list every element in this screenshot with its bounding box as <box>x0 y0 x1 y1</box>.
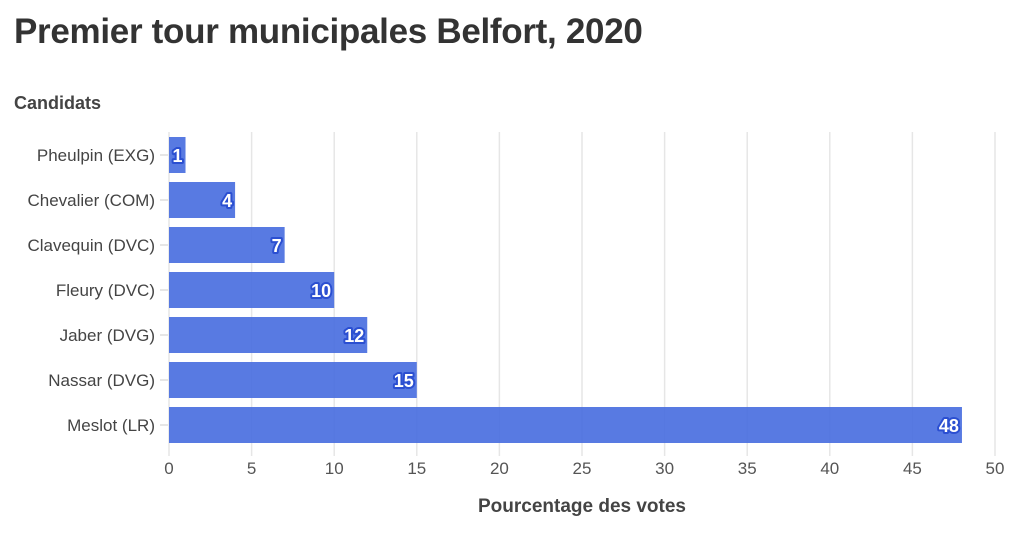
data-label: 12 <box>344 326 364 346</box>
bar <box>169 362 417 398</box>
data-label: 10 <box>311 281 331 301</box>
y-tick-label: Nassar (DVG) <box>48 371 155 390</box>
x-tick-label: 25 <box>573 459 592 478</box>
x-tick-label: 35 <box>738 459 757 478</box>
x-tick-label: 50 <box>986 459 1005 478</box>
bar <box>169 317 368 353</box>
bar <box>169 137 186 173</box>
x-tick-label: 30 <box>655 459 674 478</box>
y-axis-title: Candidats <box>14 93 101 113</box>
x-tick-label: 15 <box>407 459 426 478</box>
bar <box>169 182 236 218</box>
x-axis-title: Pourcentage des votes <box>478 496 686 517</box>
y-tick-label: Clavequin (DVC) <box>27 236 155 255</box>
bar <box>169 407 962 443</box>
data-label: 15 <box>394 371 414 391</box>
x-tick-label: 5 <box>247 459 256 478</box>
y-tick-label: Chevalier (COM) <box>27 191 155 210</box>
y-tick-label: Jaber (DVG) <box>60 326 155 345</box>
x-tick-label: 10 <box>325 459 344 478</box>
x-tick-label: 0 <box>164 459 173 478</box>
data-label: 48 <box>939 416 959 436</box>
x-tick-label: 45 <box>903 459 922 478</box>
data-label: 1 <box>173 146 183 166</box>
data-label: 4 <box>222 191 232 211</box>
data-label: 7 <box>272 236 282 256</box>
x-tick-label: 40 <box>820 459 839 478</box>
bar <box>169 272 335 308</box>
y-tick-label: Fleury (DVC) <box>56 281 155 300</box>
y-tick-label: Meslot (LR) <box>67 416 155 435</box>
x-tick-label: 20 <box>490 459 509 478</box>
bar <box>169 227 285 263</box>
chart-title: Premier tour municipales Belfort, 2020 <box>14 12 643 51</box>
y-tick-label: Pheulpin (EXG) <box>37 146 155 165</box>
